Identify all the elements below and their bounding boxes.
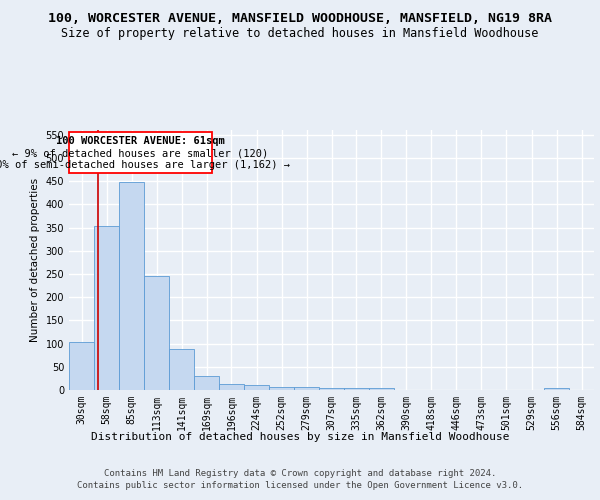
- Text: 100, WORCESTER AVENUE, MANSFIELD WOODHOUSE, MANSFIELD, NG19 8RA: 100, WORCESTER AVENUE, MANSFIELD WOODHOU…: [48, 12, 552, 26]
- Bar: [244, 386, 269, 390]
- Bar: [344, 388, 368, 390]
- Text: Contains HM Land Registry data © Crown copyright and database right 2024.: Contains HM Land Registry data © Crown c…: [104, 469, 496, 478]
- Bar: [194, 376, 218, 390]
- Text: Size of property relative to detached houses in Mansfield Woodhouse: Size of property relative to detached ho…: [61, 28, 539, 40]
- Bar: [145, 276, 169, 390]
- Bar: [169, 349, 194, 390]
- Text: Distribution of detached houses by size in Mansfield Woodhouse: Distribution of detached houses by size …: [91, 432, 509, 442]
- Bar: [119, 182, 143, 390]
- Text: Contains public sector information licensed under the Open Government Licence v3: Contains public sector information licen…: [77, 481, 523, 490]
- FancyBboxPatch shape: [69, 132, 212, 172]
- Text: 100 WORCESTER AVENUE: 61sqm: 100 WORCESTER AVENUE: 61sqm: [56, 136, 224, 146]
- Bar: [544, 388, 569, 390]
- Text: 90% of semi-detached houses are larger (1,162) →: 90% of semi-detached houses are larger (…: [0, 160, 290, 170]
- Bar: [370, 388, 394, 390]
- Bar: [94, 226, 119, 390]
- Bar: [70, 342, 94, 390]
- Y-axis label: Number of detached properties: Number of detached properties: [30, 178, 40, 342]
- Text: ← 9% of detached houses are smaller (120): ← 9% of detached houses are smaller (120…: [12, 148, 268, 158]
- Bar: [269, 387, 293, 390]
- Bar: [295, 387, 319, 390]
- Bar: [220, 384, 244, 390]
- Bar: [319, 388, 344, 390]
